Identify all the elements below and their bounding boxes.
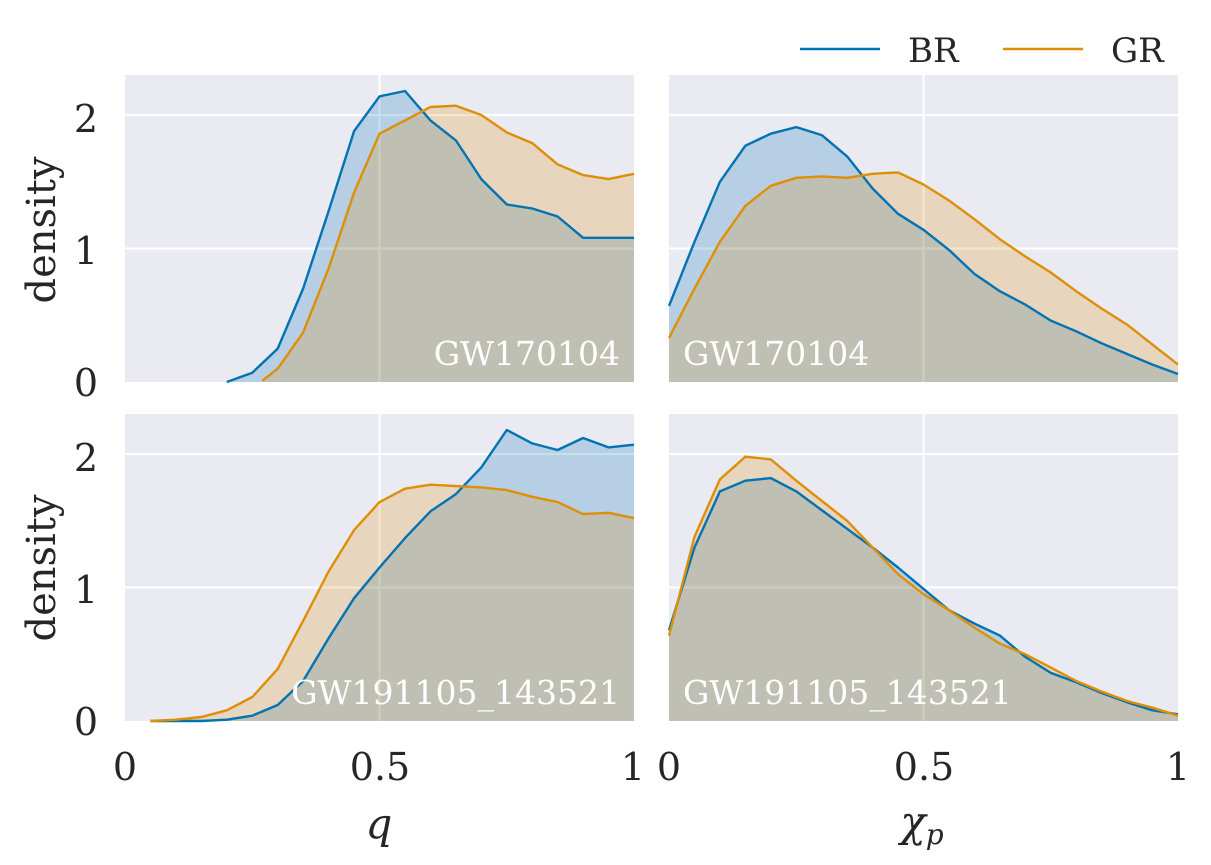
y-tick-label: 1 — [74, 568, 98, 612]
y-tick-label: 2 — [74, 97, 98, 141]
event-label: GW191105_143521 — [291, 673, 620, 713]
y-axis-bottom: 2 1 0 — [74, 436, 98, 744]
panel-gw170104-q: GW170104 — [125, 75, 635, 384]
x-tick-label: 0 — [657, 745, 681, 789]
series-area-gr — [262, 105, 634, 382]
series-area-gr — [150, 484, 634, 721]
series-area-br — [669, 478, 1178, 721]
event-label: GW170104 — [683, 334, 869, 373]
series-line-gr — [150, 483, 635, 723]
event-label: GW191105_143521 — [683, 673, 1012, 713]
x-axis-label-q: q — [366, 799, 393, 848]
panel-gw191105-q: GW191105_143521 — [125, 414, 635, 723]
legend-label-br: BR — [908, 31, 960, 71]
x-tick-label: 1 — [1166, 745, 1190, 789]
series-line-gr — [667, 455, 1179, 717]
legend-label-gr: GR — [1111, 31, 1165, 71]
y-axis-top: 2 1 0 — [74, 97, 98, 405]
panel-gw191105-chi-p: GW191105_143521 — [667, 414, 1179, 721]
series-area-gr — [669, 456, 1178, 721]
y-tick-label: 0 — [74, 361, 98, 405]
series-area-br — [150, 430, 634, 721]
x-tick-label: 1 — [621, 745, 645, 789]
x-axis-label-chi-p: χp — [897, 797, 943, 851]
series-line-br — [667, 476, 1179, 716]
y-tick-label: 2 — [74, 436, 98, 480]
series-area-br — [669, 127, 1178, 382]
x-tick-label: 0 — [113, 745, 137, 789]
series-line-br — [667, 125, 1179, 376]
x-axis-left: 0 0.5 1 — [113, 745, 645, 789]
series-line-gr — [667, 171, 1179, 366]
x-tick-label: 0.5 — [894, 745, 954, 789]
x-axis-right: 0 0.5 1 — [657, 745, 1190, 789]
y-tick-label: 0 — [74, 700, 98, 744]
chi-symbol: χ — [897, 797, 928, 846]
x-tick-label: 0.5 — [350, 745, 410, 789]
series-line-br — [150, 428, 635, 723]
chi-subscript: p — [926, 818, 944, 851]
y-axis-label-top: density — [19, 156, 65, 303]
series-area-gr — [669, 172, 1178, 382]
y-tick-label: 1 — [74, 229, 98, 273]
series-line-gr — [261, 104, 635, 382]
series-area-br — [226, 91, 635, 382]
event-label: GW170104 — [434, 334, 620, 373]
series-line-br — [226, 89, 634, 384]
y-axis-label-bottom: density — [19, 494, 65, 641]
legend: BR GR — [800, 31, 1165, 71]
panel-gw170104-chi-p: GW170104 — [667, 75, 1179, 382]
